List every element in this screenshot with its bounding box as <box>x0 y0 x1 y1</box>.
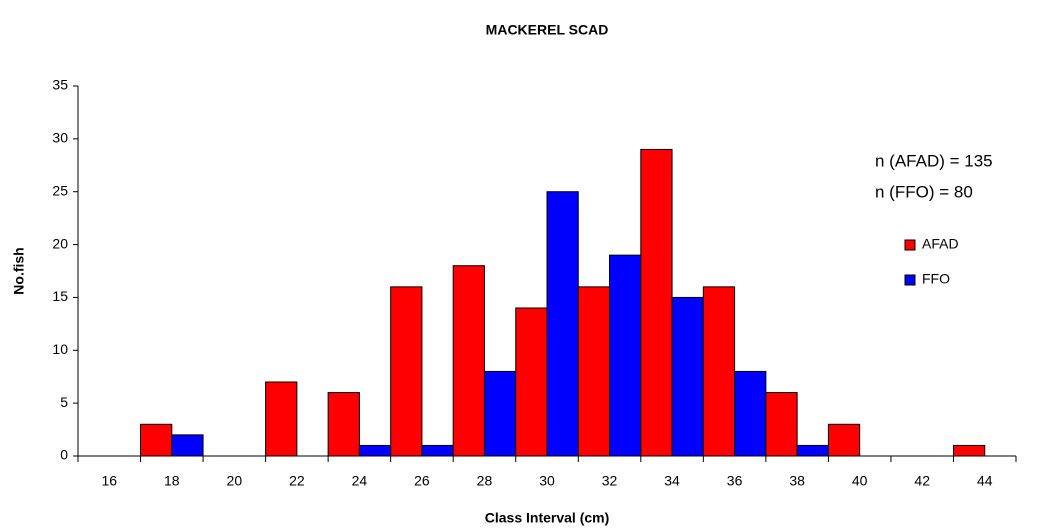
annotation: n (FFO) = 80 <box>875 182 973 201</box>
y-tick-label: 25 <box>52 182 68 198</box>
x-tick-label: 32 <box>602 473 618 489</box>
x-tick-label: 38 <box>789 473 805 489</box>
x-tick-label: 16 <box>101 473 117 489</box>
x-tick-label: 40 <box>852 473 868 489</box>
x-tick-label: 30 <box>539 473 555 489</box>
y-tick-label: 35 <box>52 77 68 93</box>
y-tick-label: 10 <box>52 341 68 357</box>
bar <box>609 254 642 457</box>
x-tick-label: 24 <box>352 473 368 489</box>
x-tick-label: 36 <box>727 473 743 489</box>
annotation: n (AFAD) = 135 <box>875 151 993 170</box>
bar <box>171 434 204 457</box>
legend-swatch <box>904 239 916 251</box>
y-tick-label: 15 <box>52 288 68 304</box>
y-tick-label: 30 <box>52 130 68 146</box>
x-tick-label: 22 <box>289 473 305 489</box>
bar <box>483 370 517 457</box>
bar <box>546 191 579 457</box>
bar <box>358 444 392 457</box>
x-tick-label: 42 <box>914 473 930 489</box>
bar <box>421 444 454 457</box>
bar <box>265 381 298 457</box>
x-tick-label: 26 <box>414 473 430 489</box>
x-tick-label: 18 <box>164 473 180 489</box>
bar <box>140 423 173 457</box>
bar <box>702 286 736 457</box>
x-tick-label: 20 <box>227 473 243 489</box>
y-tick-label: 5 <box>60 394 68 410</box>
x-axis-label: Class Interval (cm) <box>485 510 610 526</box>
bar <box>327 392 360 457</box>
bar <box>671 296 704 457</box>
bar <box>952 444 986 457</box>
x-tick-label: 28 <box>477 473 493 489</box>
x-tick-label: 34 <box>664 473 680 489</box>
bar <box>640 148 673 457</box>
y-tick-label: 0 <box>60 447 68 463</box>
y-axis-label: No.fish <box>11 247 27 294</box>
bar <box>515 307 548 457</box>
bar <box>796 444 829 457</box>
chart-title: MACKEREL SCAD <box>486 22 609 38</box>
legend-swatch <box>904 274 916 286</box>
bar <box>577 286 611 457</box>
bar <box>734 370 767 457</box>
bar <box>452 265 485 457</box>
y-tick-label: 20 <box>52 235 68 251</box>
legend-label: AFAD <box>922 236 959 252</box>
bar <box>827 423 861 457</box>
x-tick-label: 44 <box>977 473 993 489</box>
legend-label: FFO <box>922 271 950 287</box>
bar <box>390 286 423 457</box>
bar <box>765 392 798 457</box>
